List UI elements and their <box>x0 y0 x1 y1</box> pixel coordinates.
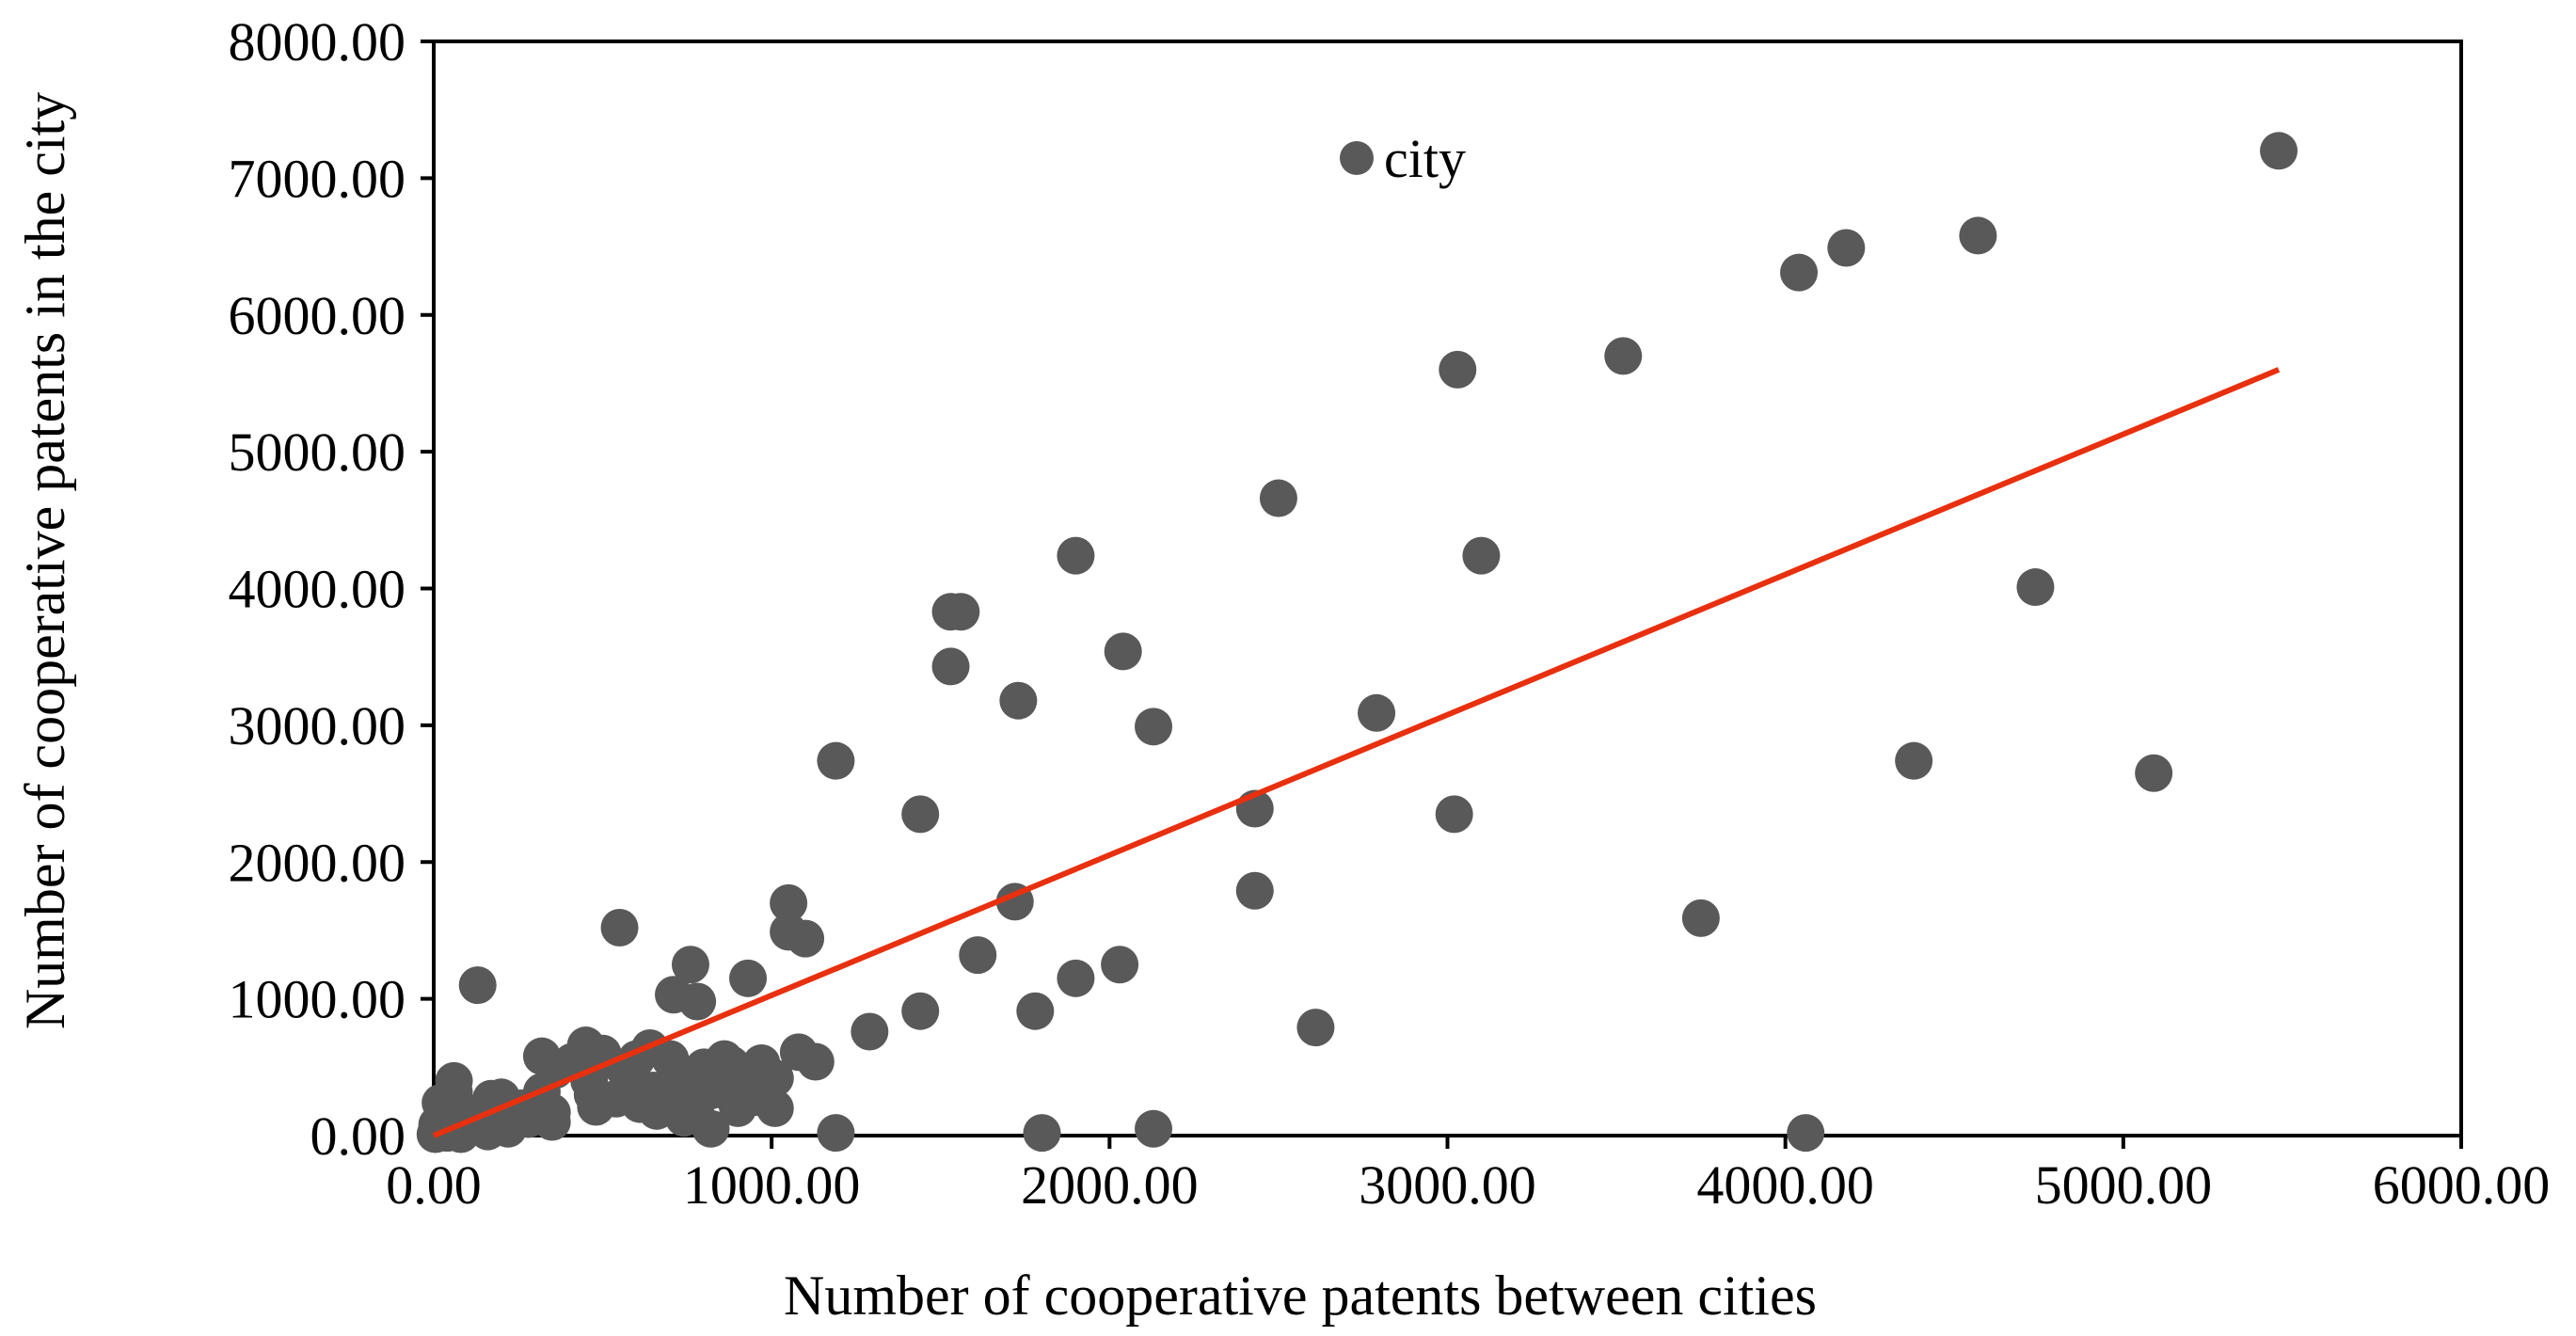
data-point <box>1895 741 1933 780</box>
x-tick-marks <box>432 1136 2463 1149</box>
data-point <box>692 1109 730 1148</box>
x-axis-title: Number of cooperative patents between ci… <box>784 1264 1817 1327</box>
data-point <box>1057 536 1095 575</box>
x-tick-label: 5000.00 <box>2035 1154 2213 1216</box>
y-tick-label: 8000.00 <box>229 11 406 72</box>
data-point <box>1681 899 1720 937</box>
data-point <box>817 1114 855 1153</box>
data-point <box>489 1109 528 1148</box>
x-tick-labels: 0.00 1000.00 2000.00 3000.00 4000.00 5000.00 6… <box>386 1154 2550 1216</box>
data-point <box>755 1089 794 1127</box>
data-point <box>1135 708 1173 746</box>
data-point <box>1057 959 1095 997</box>
y-tick-label: 3000.00 <box>229 695 406 756</box>
data-point <box>1827 229 1866 267</box>
data-point <box>901 992 940 1030</box>
data-point <box>1462 536 1501 575</box>
data-point <box>1604 337 1643 375</box>
y-tick-label: 5000.00 <box>229 421 406 483</box>
x-tick-label: 2000.00 <box>1021 1154 1199 1216</box>
data-point <box>533 1103 571 1141</box>
data-point <box>817 741 855 780</box>
data-point <box>1104 632 1142 671</box>
data-point <box>1358 693 1396 732</box>
data-point <box>671 946 709 984</box>
y-tick-label: 1000.00 <box>229 969 406 1030</box>
data-point <box>573 1075 612 1114</box>
data-point <box>1435 795 1473 834</box>
data-points <box>416 132 2298 1153</box>
data-point <box>959 936 997 975</box>
y-tick-labels: 0.00 1000.00 2000.00 3000.00 4000.00 5000.00 6… <box>229 11 406 1167</box>
data-point <box>705 1058 743 1096</box>
data-point <box>729 959 768 997</box>
data-point <box>770 883 808 922</box>
legend-marker <box>1340 141 1374 175</box>
y-axis-title: Number of cooperative patents in the cit… <box>14 92 76 1029</box>
x-tick-label: 6000.00 <box>2373 1154 2551 1216</box>
y-tick-label: 4000.00 <box>229 559 406 620</box>
data-point <box>851 1012 889 1051</box>
data-point <box>942 593 980 631</box>
y-tick-label: 7000.00 <box>229 148 406 209</box>
data-point <box>458 966 497 1005</box>
data-point <box>2135 754 2173 792</box>
data-point <box>999 681 1038 720</box>
data-point <box>2016 568 2055 607</box>
data-point <box>600 909 639 947</box>
data-point <box>796 1042 835 1081</box>
y-tick-label: 0.00 <box>310 1105 406 1167</box>
data-point <box>1259 479 1297 517</box>
data-point <box>1439 350 1477 389</box>
data-point <box>1101 946 1139 984</box>
data-point <box>1023 1114 1061 1153</box>
trendline <box>432 367 2281 1138</box>
data-point <box>1787 1114 1825 1153</box>
x-tick-label: 1000.00 <box>683 1154 861 1216</box>
y-tick-label: 2000.00 <box>229 832 406 893</box>
y-tick-label: 6000.00 <box>229 285 406 346</box>
data-point <box>2260 132 2298 170</box>
data-point <box>678 982 717 1021</box>
data-point <box>787 919 825 958</box>
data-point <box>1235 871 1274 910</box>
data-point <box>1016 992 1055 1030</box>
data-point <box>901 795 940 834</box>
legend: city <box>1340 128 1466 189</box>
x-tick-label: 0.00 <box>386 1154 482 1216</box>
data-point <box>435 1061 473 1100</box>
data-point <box>482 1078 520 1117</box>
y-tick-marks <box>421 40 434 1137</box>
x-tick-label: 4000.00 <box>1696 1154 1874 1216</box>
data-point <box>1296 1009 1335 1047</box>
x-tick-label: 3000.00 <box>1359 1154 1536 1216</box>
data-point <box>1135 1109 1173 1148</box>
legend-label: city <box>1384 128 1466 189</box>
data-point <box>1780 253 1819 292</box>
data-point <box>719 1089 757 1127</box>
data-point <box>931 647 970 686</box>
data-point <box>1959 216 1997 255</box>
